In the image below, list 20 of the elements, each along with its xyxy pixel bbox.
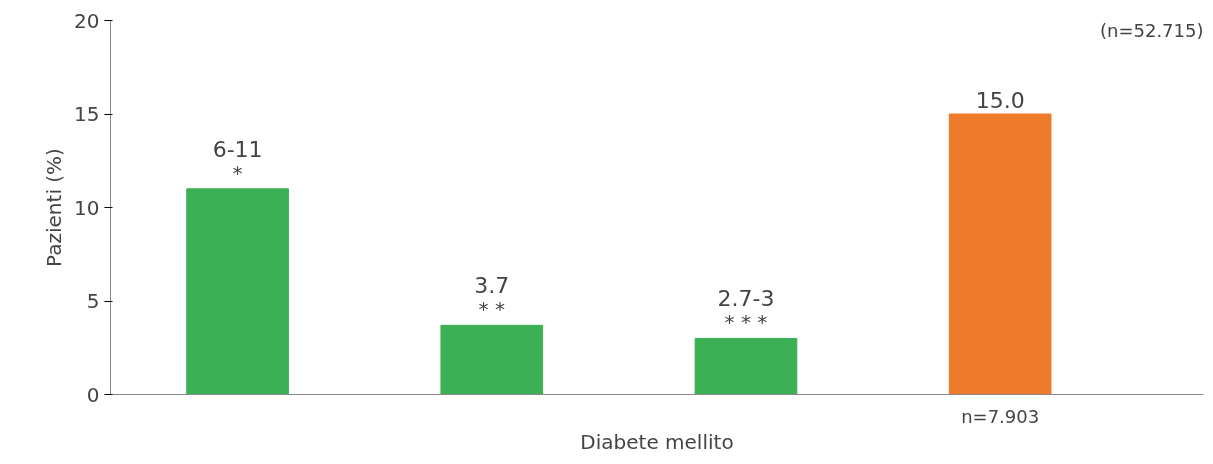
y-tick-label: 5 <box>86 289 100 313</box>
annotation: * * <box>478 297 505 322</box>
y-tick-label: 0 <box>86 382 100 407</box>
text: n=7.903 <box>961 405 1040 427</box>
bar <box>186 188 289 395</box>
bar <box>440 324 544 395</box>
x-axis-title: Diabete mellito <box>580 429 734 454</box>
y-tick-label: 15 <box>74 102 100 126</box>
y-tick-label: 10 <box>74 195 100 220</box>
y-tick-label: 20 <box>74 8 100 33</box>
data-label: 6-11 <box>212 136 263 162</box>
data-label: 15.0 <box>975 88 1025 113</box>
data-label: 2.7-3 <box>717 286 775 312</box>
annotation: * * * <box>724 310 768 335</box>
annotation: (n=52.715) <box>1099 19 1204 41</box>
bar <box>694 337 798 395</box>
annotation: * <box>232 160 243 185</box>
y-axis-title: Pazienti (%) <box>42 148 67 267</box>
data-label: 3.7 <box>474 273 510 299</box>
bar <box>948 113 1052 395</box>
